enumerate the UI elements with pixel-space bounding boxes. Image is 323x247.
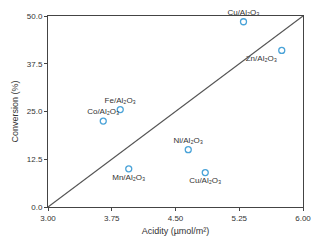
svg-text:Ni/Al₂O₃: Ni/Al₂O₃ [174,136,203,145]
svg-text:Cu/Al₂O₃: Cu/Al₂O₃ [189,176,221,185]
svg-text:50.0: 50.0 [27,12,43,21]
svg-text:Conversion (%): Conversion (%) [10,80,20,142]
svg-text:Fe/Al₂O₃: Fe/Al₂O₃ [105,96,136,105]
svg-text:25.0: 25.0 [27,107,43,116]
svg-text:3.00: 3.00 [40,214,56,223]
svg-text:Acidity (µmol/m²): Acidity (µmol/m²) [142,226,210,236]
svg-text:37.5: 37.5 [27,60,43,69]
svg-text:12.5: 12.5 [27,155,43,164]
svg-text:6.00: 6.00 [295,214,311,223]
svg-text:Zn/Al₂O₃: Zn/Al₂O₃ [246,54,277,63]
svg-text:Co/Al₂O₃: Co/Al₂O₃ [87,107,119,116]
svg-text:Cu/Al₂O₃: Cu/Al₂O₃ [227,8,259,17]
svg-text:0.0: 0.0 [31,203,43,212]
svg-text:4.50: 4.50 [168,214,184,223]
svg-text:Mn/Al₂O₃: Mn/Al₂O₃ [112,173,145,182]
svg-text:3.75: 3.75 [104,214,120,223]
svg-text:5.25: 5.25 [231,214,247,223]
